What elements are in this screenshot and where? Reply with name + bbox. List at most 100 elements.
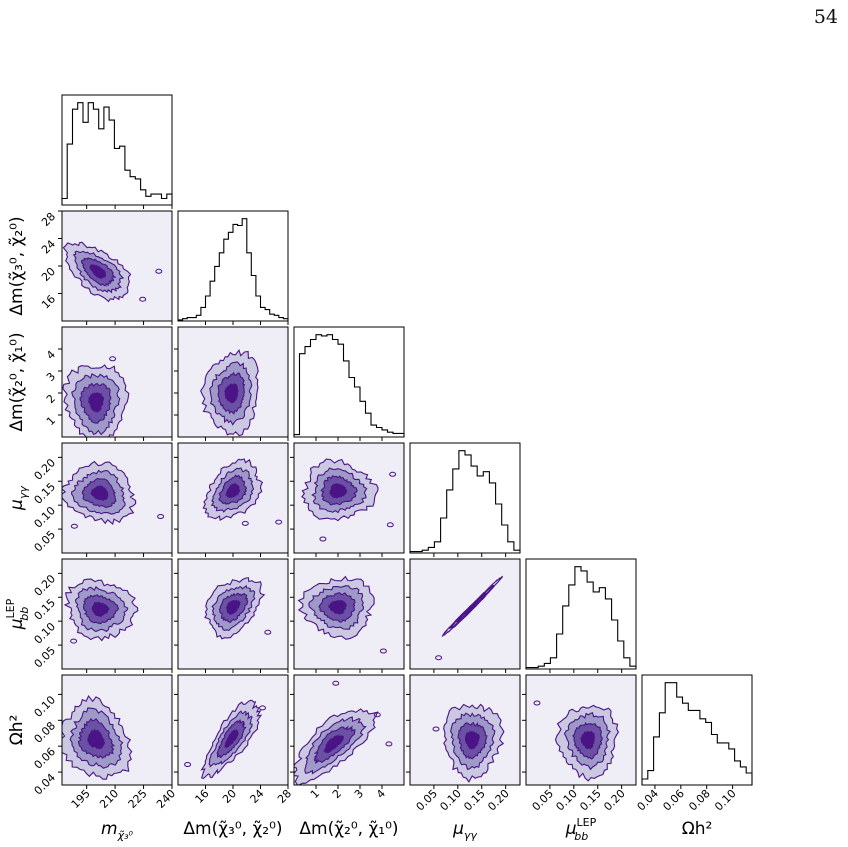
panel-frame xyxy=(409,558,521,670)
x-tick-label: 0.15 xyxy=(461,787,488,814)
contour-panel-mu_gg-omega_h2 xyxy=(409,674,521,786)
contour-island xyxy=(264,629,272,635)
x-tick-label: 210 xyxy=(97,787,121,811)
contour-island xyxy=(70,523,78,529)
contour-level-4 xyxy=(87,728,106,750)
contour-island xyxy=(157,514,165,519)
y-tick-label: 0.10 xyxy=(32,620,59,647)
histogram-omega_h2 xyxy=(641,674,753,786)
y-tick-label: 24 xyxy=(39,237,58,256)
x-axis-label-m_chi3: mχ̃₃⁰ xyxy=(101,819,133,842)
panel-frame xyxy=(293,326,405,438)
panel-frame xyxy=(61,674,173,786)
x-axis-label-mu_bb_lep: μLEP bb xyxy=(565,816,597,843)
contour-island xyxy=(109,356,117,362)
contour-panel-dm_chi2_chi1-mu_gg xyxy=(293,442,405,554)
y-tick-label: 2 xyxy=(44,392,58,406)
x-tick-label: 0.15 xyxy=(577,787,604,814)
y-tick-label: 0.05 xyxy=(32,644,59,671)
contour-panel-dm_chi2_chi1-omega_h2 xyxy=(293,674,405,786)
contour-level-4 xyxy=(90,485,109,501)
panel-frame xyxy=(293,558,405,670)
contour-panel-dm_chi3_chi2-dm_chi2_chi1 xyxy=(177,326,289,438)
contour-panel-m_chi3-dm_chi3_chi2 xyxy=(61,210,173,322)
x-tick-label: 20 xyxy=(220,787,239,806)
panel-frame xyxy=(61,558,173,670)
x-tick-label: 0.04 xyxy=(635,787,662,814)
x-tick-label: 0.05 xyxy=(530,787,557,814)
y-tick-label: 4 xyxy=(44,348,58,362)
contour-island xyxy=(241,520,249,526)
contour-panel-m_chi3-mu_gg xyxy=(61,442,173,554)
contour-island xyxy=(139,296,147,302)
x-tick-label: 28 xyxy=(275,787,294,806)
contour-level-4 xyxy=(91,601,110,617)
contour-level-4 xyxy=(464,730,481,750)
panel-frame xyxy=(525,674,637,786)
y-axis-label-mu_bb_lep: μLEPbb xyxy=(4,598,31,630)
contour-island xyxy=(386,522,394,528)
contour-island xyxy=(275,519,283,525)
y-axis-label-omega_h2: Ωh² xyxy=(7,715,27,746)
panel-frame xyxy=(409,674,521,786)
x-tick-label: 0.08 xyxy=(686,787,713,814)
contour-island xyxy=(70,638,78,644)
contour-panel-m_chi3-dm_chi2_chi1 xyxy=(61,326,173,438)
y-tick-label: 0.05 xyxy=(32,528,59,555)
x-axis-label-dm_chi2_chi1: Δm(χ̃₂⁰, χ̃₁⁰) xyxy=(299,819,398,839)
histogram-steps xyxy=(61,102,173,205)
y-axis-label-mu_gg: μγγ xyxy=(7,486,30,511)
contour-level-4 xyxy=(464,600,479,615)
contour-island xyxy=(184,762,192,767)
x-tick-label: 0.20 xyxy=(485,787,512,814)
x-tick-label: 0.10 xyxy=(437,787,464,814)
histogram-steps xyxy=(409,450,521,553)
y-tick-label: 28 xyxy=(39,210,58,229)
histogram-mu_gg xyxy=(409,442,521,554)
y-tick-label: 0.08 xyxy=(32,719,59,746)
x-tick-label: 0.10 xyxy=(712,787,739,814)
y-tick-label: 0.04 xyxy=(32,771,59,798)
x-tick-label: 1 xyxy=(308,787,322,801)
x-tick-label: 16 xyxy=(193,787,212,806)
histogram-mu_bb_lep xyxy=(525,558,637,670)
contour-panel-dm_chi3_chi2-mu_gg xyxy=(177,442,289,554)
x-tick-label: 0.20 xyxy=(601,787,628,814)
contour-island xyxy=(373,712,381,718)
contour-panel-m_chi3-mu_bb_lep xyxy=(61,558,173,670)
y-tick-label: 0.06 xyxy=(32,745,59,772)
contour-island xyxy=(259,705,266,711)
contour-island xyxy=(379,648,387,654)
panel-frame xyxy=(409,442,521,554)
y-axis-label-dm_chi2_chi1: Δm(χ̃₂⁰, χ̃₁⁰) xyxy=(7,332,27,431)
contour-level-4 xyxy=(87,392,105,413)
contour-island xyxy=(435,655,443,661)
contour-panel-dm_chi2_chi1-mu_bb_lep xyxy=(293,558,405,670)
page-number: 54 xyxy=(813,6,838,28)
contour-island xyxy=(319,536,327,542)
x-axis-label-dm_chi3_chi2: Δm(χ̃₃⁰, χ̃₂⁰) xyxy=(183,819,282,839)
contour-island xyxy=(533,700,541,706)
contour-level-4 xyxy=(88,264,107,280)
x-axis-label-mu_gg: μγγ xyxy=(452,819,477,842)
x-tick-label: 4 xyxy=(374,787,388,801)
contour-island xyxy=(432,726,440,732)
x-tick-label: 195 xyxy=(69,787,93,811)
y-tick-label: 0.10 xyxy=(32,504,59,531)
panel-frame xyxy=(293,442,405,554)
x-tick-label: 0.05 xyxy=(414,787,441,814)
contour-level-4 xyxy=(323,734,345,754)
contour-island xyxy=(389,471,397,477)
contour-island xyxy=(155,268,163,274)
y-tick-label: 0.20 xyxy=(32,572,59,599)
contour-level-4 xyxy=(328,482,348,499)
y-tick-label: 0.15 xyxy=(32,480,59,507)
contour-level-4 xyxy=(225,599,241,615)
histogram-steps xyxy=(641,682,753,785)
histogram-steps xyxy=(525,566,637,669)
x-tick-label: 24 xyxy=(248,787,267,806)
y-tick-label: 3 xyxy=(44,370,58,384)
panel-frame xyxy=(525,558,637,670)
contour-level-4 xyxy=(224,729,239,749)
